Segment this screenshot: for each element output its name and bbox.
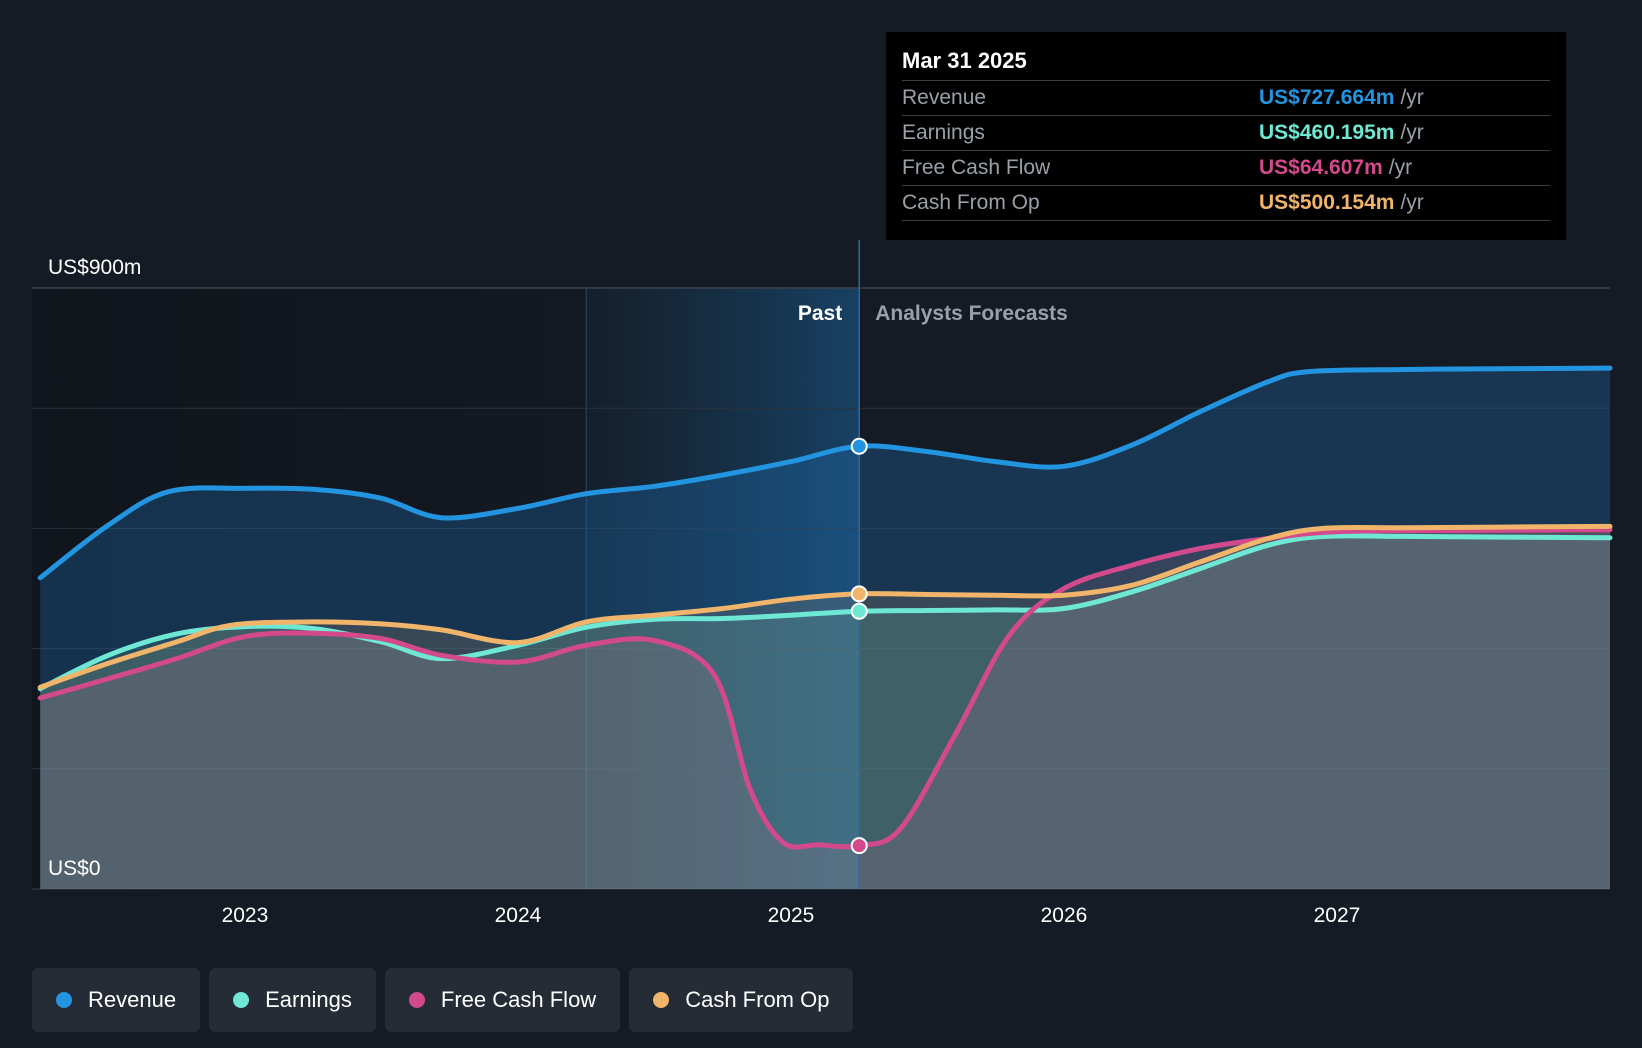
x-tick-label: 2024 — [495, 904, 542, 927]
y-axis-label: US$0 — [48, 857, 101, 880]
marker-revenue — [850, 437, 868, 455]
series-line-cash-from-op — [37, 523, 1613, 690]
tooltip-value: US$460.195m/yr — [1259, 116, 1424, 150]
tooltip-value: US$727.664m/yr — [1259, 81, 1424, 115]
series-line-earnings — [37, 533, 1613, 692]
series-line-free-cash-flow — [37, 527, 1613, 850]
legend-item-free-cash-flow[interactable]: Free Cash Flow — [384, 968, 621, 1032]
legend-dot-icon — [233, 992, 250, 1008]
legend-label: Earnings — [265, 987, 352, 1012]
legend-item-earnings[interactable]: Earnings — [209, 968, 376, 1032]
tooltip-value-text: US$64.607m — [1259, 156, 1383, 179]
marker-earnings — [850, 602, 868, 620]
tooltip-value-text: US$500.154m — [1259, 191, 1395, 214]
tooltip-value-text: US$727.664m — [1259, 86, 1395, 109]
tooltip-label: Cash From Op — [902, 191, 1040, 214]
legend-dot-icon — [408, 992, 425, 1008]
tooltip-unit: /yr — [1400, 121, 1424, 144]
tooltip: Mar 31 2025 Revenue US$727.664m/yr Earni… — [886, 32, 1566, 240]
tooltip-label: Earnings — [902, 121, 985, 144]
past-label: Past — [798, 302, 842, 325]
tooltip-date: Mar 31 2025 — [902, 44, 1550, 81]
area-earnings — [40, 535, 1611, 889]
marker-free-cash-flow — [850, 837, 868, 855]
highlight-region — [586, 288, 860, 889]
tooltip-label: Free Cash Flow — [902, 156, 1051, 179]
tooltip-unit: /yr — [1400, 86, 1424, 109]
tooltip-row-cfo: Cash From Op US$500.154m/yr — [902, 186, 1550, 221]
legend-label: Free Cash Flow — [440, 987, 597, 1012]
area-revenue — [40, 368, 1611, 890]
tooltip-row-earnings: Earnings US$460.195m/yr — [902, 116, 1550, 151]
legend-item-revenue[interactable]: Revenue — [32, 968, 201, 1032]
forecast-label: Analysts Forecasts — [875, 302, 1068, 325]
tooltip-value: US$64.607m/yr — [1259, 151, 1412, 185]
tooltip-value-text: US$460.195m — [1259, 121, 1395, 144]
x-tick-label: 2027 — [1314, 904, 1361, 927]
area-cash-from-op — [40, 526, 1611, 889]
y-axis-label: US$900m — [48, 256, 141, 279]
tooltip-label: Revenue — [902, 86, 987, 109]
legend-dot-icon — [653, 992, 670, 1008]
tooltip-unit: /yr — [1400, 191, 1424, 214]
x-tick-label: 2026 — [1041, 904, 1088, 927]
legend-dot-icon — [56, 992, 72, 1008]
marker-cash-from-op — [850, 585, 868, 603]
legend-label: Cash From Op — [685, 987, 830, 1012]
tooltip-row-revenue: Revenue US$727.664m/yr — [902, 81, 1550, 116]
x-tick-label: 2023 — [222, 904, 269, 927]
legend: Revenue Earnings Free Cash Flow Cash Fro… — [32, 968, 854, 1032]
tooltip-row-fcf: Free Cash Flow US$64.607m/yr — [902, 151, 1550, 186]
tooltip-value: US$500.154m/yr — [1259, 186, 1424, 220]
series-line-revenue — [37, 365, 1613, 581]
legend-item-cash-from-op[interactable]: Cash From Op — [629, 968, 854, 1032]
legend-label: Revenue — [88, 987, 177, 1012]
x-tick-label: 2025 — [768, 904, 815, 927]
area-free-cash-flow — [40, 529, 1611, 889]
tooltip-unit: /yr — [1388, 156, 1413, 179]
